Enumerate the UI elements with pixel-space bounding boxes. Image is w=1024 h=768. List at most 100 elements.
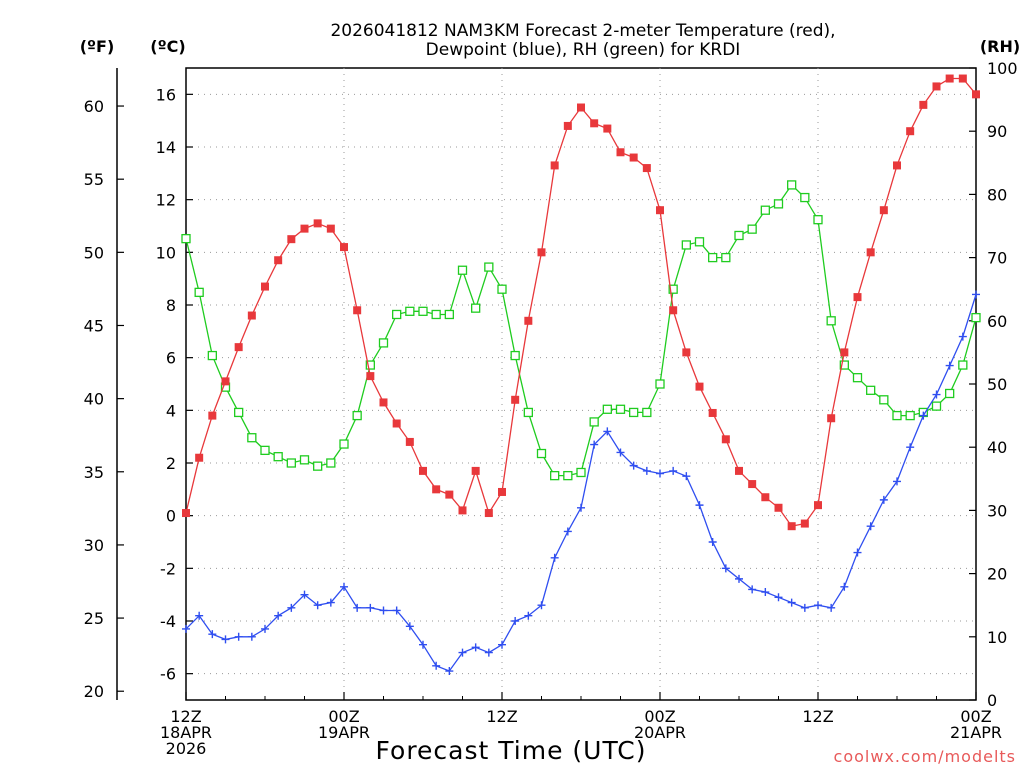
dewpoint-point <box>550 553 559 562</box>
rh-point <box>905 410 915 421</box>
series-layer <box>181 74 981 676</box>
x-tick-label: 20APR <box>634 723 686 742</box>
rh-point <box>787 180 797 190</box>
rh-point <box>931 401 942 411</box>
temperature-point <box>919 100 928 109</box>
temperature-point <box>537 248 546 257</box>
dewpoint-point <box>182 624 190 633</box>
temperature-point <box>906 127 915 136</box>
temperature-point <box>721 435 730 444</box>
rh-point <box>852 373 863 383</box>
dewpoint-point <box>642 466 651 475</box>
dewpoint-point <box>827 603 836 612</box>
dewpoint-point <box>274 611 283 620</box>
temperature-point <box>840 348 849 357</box>
dewpoint-point <box>853 548 862 557</box>
temperature-point <box>419 466 427 475</box>
rh-tick-label: 90 <box>987 122 1007 141</box>
series-dewpoint <box>182 290 980 676</box>
rh-point <box>286 458 296 468</box>
rh-point <box>326 458 336 468</box>
dewpoint-point <box>261 624 269 633</box>
series-rh <box>181 180 981 481</box>
temperature-point <box>405 437 414 446</box>
temperature-point <box>972 90 980 99</box>
temperature-point <box>445 490 454 499</box>
dewpoint-point <box>919 411 928 420</box>
temperature-point <box>208 411 217 420</box>
dewpoint-point <box>958 332 967 341</box>
dewpoint-point <box>445 667 454 676</box>
celsius-tick-label: 16 <box>156 85 176 104</box>
rh-point <box>247 433 257 443</box>
rh-point <box>313 461 323 471</box>
dewpoint-point <box>524 611 533 620</box>
dewpoint-point <box>300 590 309 599</box>
plot-area <box>185 67 977 701</box>
dewpoint-point <box>590 440 599 449</box>
rh-point <box>365 360 375 370</box>
celsius-tick-label: 10 <box>156 243 176 262</box>
temperature-point <box>814 501 822 510</box>
fahrenheit-tick-label: 60 <box>84 97 104 116</box>
rh-point <box>681 240 691 250</box>
dewpoint-point <box>458 648 467 657</box>
dewpoint-point <box>682 472 691 481</box>
rh-point <box>352 410 362 421</box>
dewpoint-point <box>814 601 822 610</box>
rh-tick-label: 30 <box>987 501 1007 520</box>
rh-point <box>958 360 968 370</box>
rh-point <box>589 417 599 427</box>
rh-axis-unit-label: (RH) <box>980 37 1020 56</box>
dewpoint-point <box>656 469 664 478</box>
x-axis-title: Forecast Time (UTC) <box>376 736 647 765</box>
dewpoint-point <box>945 361 954 370</box>
dewpoint-point <box>498 640 506 649</box>
rh-point <box>550 470 560 481</box>
temperature-point <box>629 153 638 162</box>
x-tick-label: 00Z <box>644 707 675 726</box>
dewpoint-point <box>326 598 335 607</box>
rh-point <box>629 407 639 418</box>
temperature-point <box>748 480 757 489</box>
rh-point <box>971 312 981 323</box>
dewpoint-point <box>695 501 704 510</box>
dewpoint-point <box>484 648 493 657</box>
dewpoint-point <box>721 564 730 573</box>
dewpoint-point <box>932 390 941 399</box>
dewpoint-point <box>629 461 638 470</box>
dewpoint-point <box>353 603 362 612</box>
x-tick-label: 12Z <box>486 707 517 726</box>
rh-point <box>879 395 889 405</box>
dewpoint-point <box>563 527 572 536</box>
rh-point <box>655 379 665 389</box>
temperature-point <box>313 219 322 228</box>
temperature-point <box>432 485 441 494</box>
temperature-point <box>853 293 862 302</box>
rh-point <box>392 309 402 320</box>
dewpoint-point <box>432 661 441 670</box>
rh-point <box>708 252 718 263</box>
dewpoint-point <box>366 603 375 612</box>
temperature-point <box>182 509 190 518</box>
x-tick-label: 21APR <box>950 723 1002 742</box>
dewpoint-point <box>287 603 296 612</box>
temperature-point <box>247 311 256 320</box>
dewpoint-point <box>379 606 388 615</box>
rh-point <box>431 309 441 320</box>
dewpoint-point <box>511 617 520 625</box>
rh-point <box>405 306 415 316</box>
temperature-point <box>563 121 572 130</box>
rh-point <box>576 467 586 478</box>
x-tick-label: 12Z <box>170 707 201 726</box>
temperature-point <box>471 466 480 475</box>
rh-point <box>484 262 494 272</box>
temperature-point <box>669 306 678 315</box>
temperature-point <box>958 74 967 83</box>
temperature-point <box>656 206 664 215</box>
fahrenheit-tick-label: 30 <box>84 536 104 555</box>
rh-point <box>260 445 270 456</box>
dewpoint-point <box>577 503 585 512</box>
fahrenheit-tick-label: 25 <box>84 609 104 628</box>
celsius-tick-label: 8 <box>166 296 176 315</box>
